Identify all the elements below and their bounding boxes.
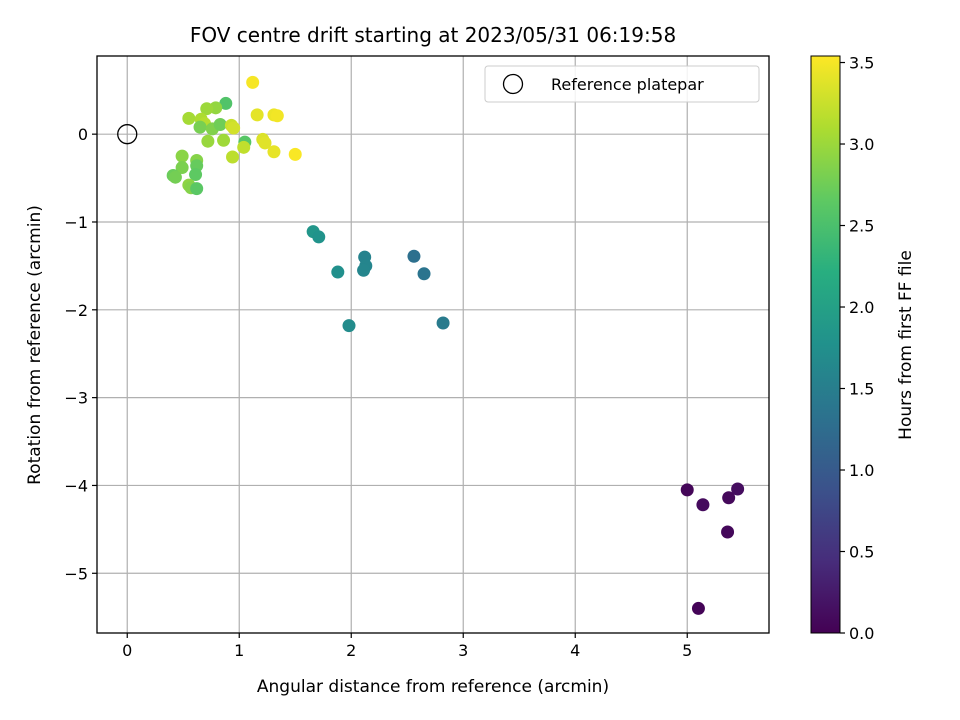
y-tick-label: 0	[78, 125, 88, 144]
data-point	[342, 319, 356, 333]
legend-reference-marker	[502, 73, 524, 95]
colorbar-label: Hours from first FF file	[896, 250, 916, 440]
colorbar-tick-label: 1.5	[849, 380, 874, 399]
colorbar-tick-label: 3.5	[849, 54, 874, 73]
plot-frame	[96, 55, 770, 634]
data-point	[175, 161, 189, 175]
data-points	[166, 75, 745, 615]
data-point	[721, 525, 735, 539]
colorbar-tick-label: 1.0	[849, 461, 874, 480]
colorbar-tick-label: 0.0	[849, 624, 874, 643]
y-tick-label: −1	[64, 213, 88, 232]
colorbar-gradient	[810, 55, 841, 634]
data-point	[237, 140, 251, 154]
x-tick-label: 2	[346, 641, 356, 660]
y-axis-label: Rotation from reference (arcmin)	[25, 205, 45, 485]
chart-title: FOV centre drift starting at 2023/05/31 …	[190, 23, 676, 47]
x-tick-label: 4	[570, 641, 580, 660]
colorbar-tick-label: 2.5	[849, 217, 874, 236]
colorbar-tick-label: 3.0	[849, 135, 874, 154]
y-tick-label: −4	[64, 476, 88, 495]
y-tick-label: −5	[64, 564, 88, 583]
data-point	[213, 118, 227, 132]
x-tick-label: 5	[682, 641, 692, 660]
data-point	[691, 601, 705, 615]
x-tick-label: 0	[122, 641, 132, 660]
data-point	[250, 108, 264, 122]
data-point	[417, 267, 431, 281]
grid	[97, 56, 769, 633]
data-point	[189, 168, 203, 182]
data-point	[182, 111, 196, 125]
data-point	[201, 134, 215, 148]
legend-box	[484, 65, 760, 103]
data-point	[217, 133, 231, 147]
colorbar-tick-label: 2.0	[849, 298, 874, 317]
data-point	[190, 182, 204, 196]
data-point	[246, 75, 260, 89]
data-point	[312, 230, 326, 244]
data-point	[219, 96, 233, 110]
reference-marker-layer	[117, 124, 138, 145]
y-tick-label: −2	[64, 301, 88, 320]
colorbar: 0.0 0.5 1.0 1.5 2.0 2.5 3.0 3.5 Hours from firs…	[810, 54, 916, 643]
x-axis-ticks: 0 1 2 3 4 5	[122, 633, 692, 660]
data-point	[731, 482, 745, 496]
data-point	[696, 498, 710, 512]
data-point	[680, 483, 694, 497]
data-point	[436, 316, 450, 330]
data-point	[331, 265, 345, 279]
data-point	[168, 170, 182, 184]
data-point	[226, 150, 240, 164]
data-point	[407, 249, 421, 263]
data-point	[175, 149, 189, 163]
y-tick-label: −3	[64, 389, 88, 408]
x-tick-label: 3	[458, 641, 468, 660]
data-point	[258, 136, 272, 150]
x-axis-label: Angular distance from reference (arcmin)	[257, 677, 609, 697]
data-point	[288, 147, 302, 161]
data-point	[357, 263, 371, 277]
data-point	[267, 145, 281, 159]
data-point	[193, 120, 207, 134]
colorbar-ticks: 0.0 0.5 1.0 1.5 2.0 2.5 3.0 3.5	[840, 54, 874, 643]
reference-platepar-marker	[117, 124, 138, 145]
data-point	[270, 109, 284, 123]
legend: Reference platepar	[484, 65, 760, 103]
legend-reference-label: Reference platepar	[551, 75, 704, 94]
data-point	[200, 102, 214, 116]
data-point	[227, 121, 241, 135]
x-tick-label: 1	[234, 641, 244, 660]
data-point	[722, 491, 736, 505]
y-axis-ticks: 0 −1 −2 −3 −4 −5	[64, 125, 97, 583]
colorbar-tick-label: 0.5	[849, 543, 874, 562]
